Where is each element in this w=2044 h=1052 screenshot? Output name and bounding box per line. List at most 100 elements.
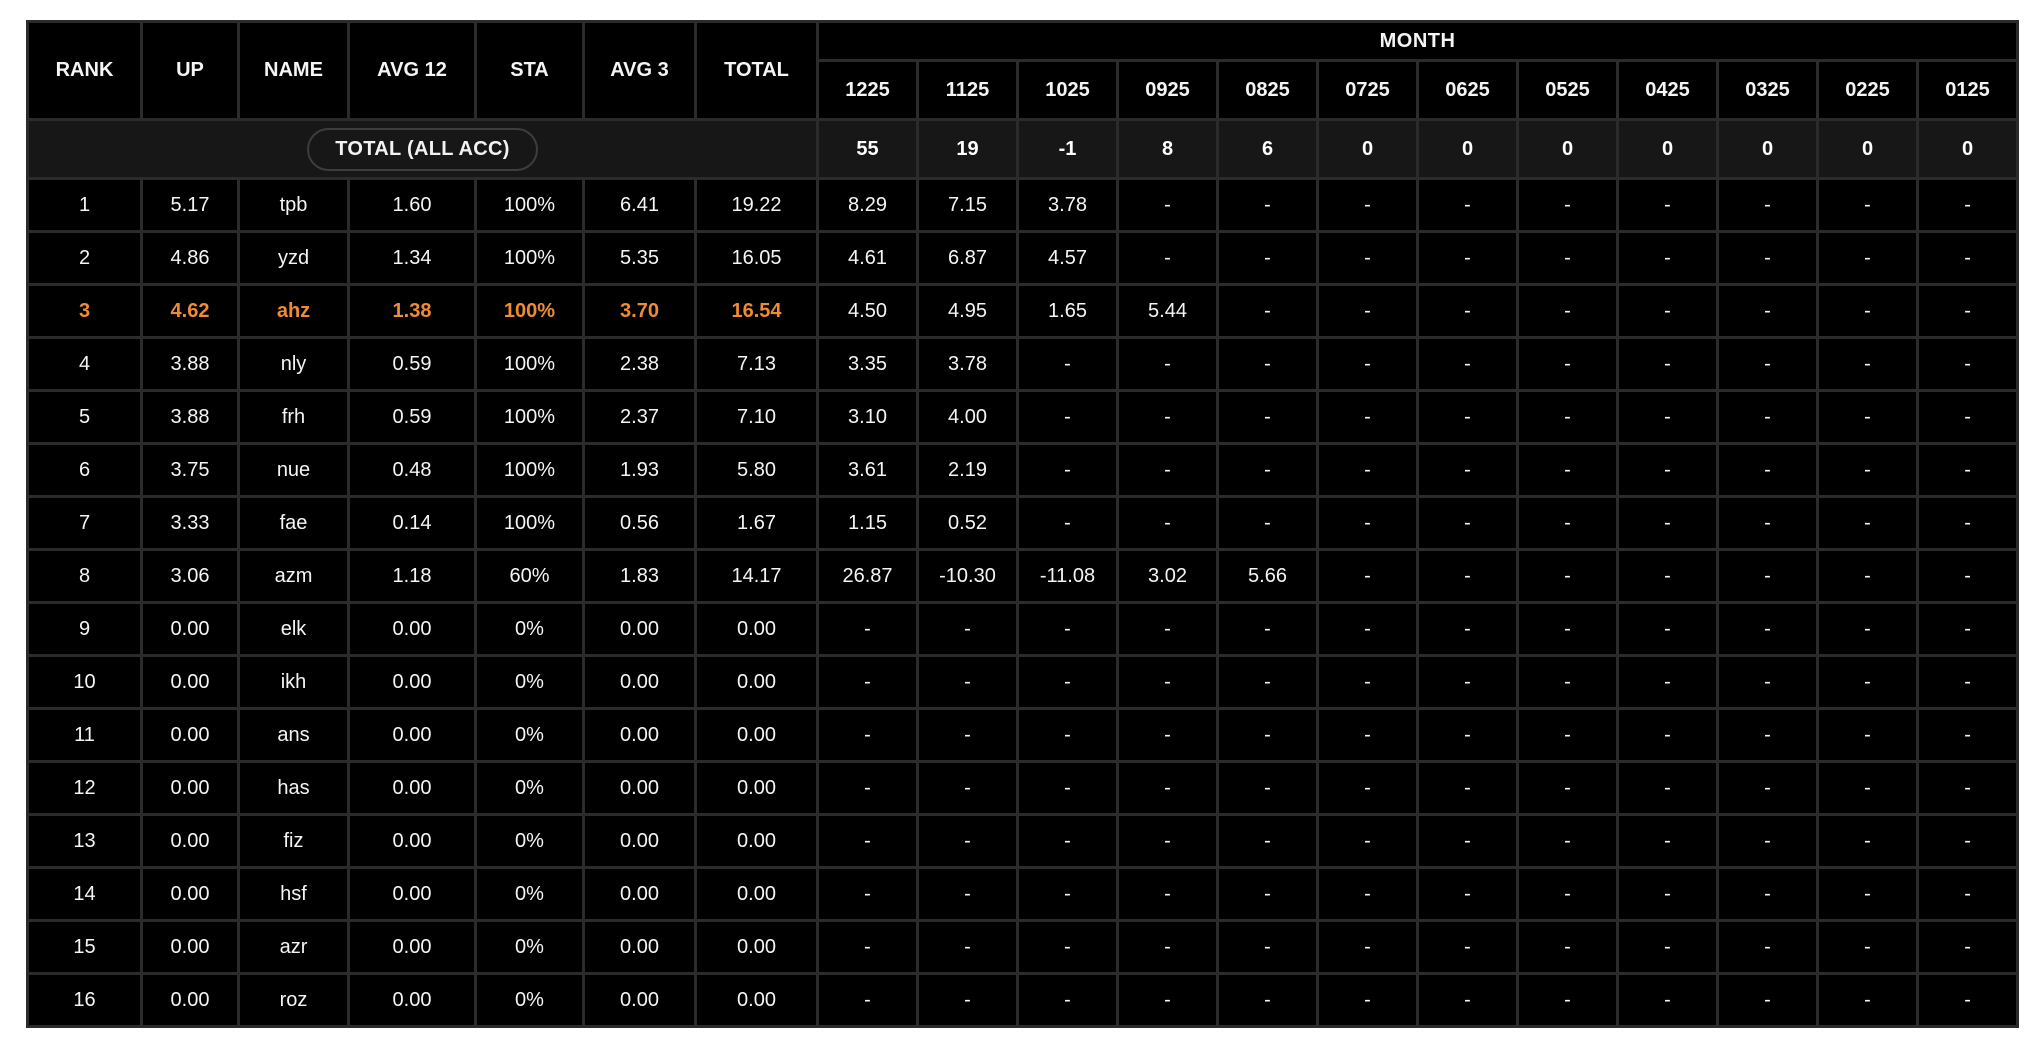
avg12-cell: 1.34 (347, 230, 477, 286)
month-value-cell: - (1516, 177, 1619, 233)
month-value-cell: - (1915, 760, 2020, 816)
table-row: 1 5.17 tpb 1.60 100% 6.41 19.22 8.29 7.15 3.78- - -… (26, 177, 2020, 233)
month-value-cell: - (1516, 283, 1619, 339)
month-value-cell: - (816, 866, 919, 922)
avg3-cell: 0.00 (582, 972, 697, 1028)
total-cell: 16.05 (694, 230, 819, 286)
month-value-cell: - (1216, 336, 1319, 392)
total-month-value: -1 (1016, 118, 1119, 180)
month-value-cell: - (1316, 336, 1419, 392)
total-cell: 0.00 (694, 760, 819, 816)
month-value-cell: - (1416, 601, 1519, 657)
rank-cell: 10 (26, 654, 143, 710)
month-value-cell: - (1915, 389, 2020, 445)
up-cell: 0.00 (140, 866, 240, 922)
month-value-cell: - (1915, 919, 2020, 975)
group-header-row: RANK UP NAME AVG 12 STA AVG 3 TOTAL MONT… (26, 20, 2020, 121)
month-value-cell: - (1016, 495, 1119, 551)
table-row: 12 0.00 has 0.00 0% 0.00 0.00- - - - - - - - - - - - (26, 760, 2020, 816)
month-value-cell: 5.66 (1216, 548, 1319, 604)
month-value-cell: - (1316, 548, 1419, 604)
month-value-cell: - (1816, 442, 1919, 498)
month-value-cell: - (1616, 442, 1719, 498)
total-month-value: 6 (1216, 118, 1319, 180)
month-value-cell: - (1116, 707, 1219, 763)
month-value-cell: 3.61 (816, 442, 919, 498)
month-value-cell: - (1915, 654, 2020, 710)
month-value-cell: - (1516, 389, 1619, 445)
avg12-cell: 0.48 (347, 442, 477, 498)
month-value-cell: - (816, 972, 919, 1028)
rank-cell: 2 (26, 230, 143, 286)
month-value-cell: - (1716, 813, 1819, 869)
total-cell: 0.00 (694, 866, 819, 922)
month-value-cell: - (1516, 919, 1619, 975)
month-value-cell: - (1016, 813, 1119, 869)
up-cell: 3.88 (140, 389, 240, 445)
month-value-cell: - (1816, 813, 1919, 869)
month-value-cell: - (1416, 336, 1519, 392)
name-cell: nly (237, 336, 350, 392)
month-value-cell: 4.00 (916, 389, 1019, 445)
month-value-cell: - (816, 760, 919, 816)
month-value-cell: - (1516, 654, 1619, 710)
month-value-cell: - (1716, 389, 1819, 445)
month-value-cell: - (1816, 495, 1919, 551)
up-cell: 4.62 (140, 283, 240, 339)
month-value-cell: - (1316, 760, 1419, 816)
month-value-cell: - (1616, 495, 1719, 551)
table-header: RANK UP NAME AVG 12 STA AVG 3 TOTAL MONT… (26, 20, 2020, 121)
month-value-cell: - (1716, 972, 1819, 1028)
avg3-cell: 3.70 (582, 283, 697, 339)
table-row: 16 0.00 roz 0.00 0% 0.00 0.00- - - - - - - - - - - - (26, 972, 2020, 1028)
column-header-name: NAME (237, 20, 350, 121)
up-cell: 0.00 (140, 972, 240, 1028)
total-cell: 0.00 (694, 707, 819, 763)
month-value-cell: - (1616, 707, 1719, 763)
total-all-acc-row: TOTAL (ALL ACC) 55 19 -1 8 6 0 0 0 0 0 0 0 (26, 118, 2020, 180)
rank-cell: 11 (26, 707, 143, 763)
avg3-cell: 2.37 (582, 389, 697, 445)
month-column-header-0925: 0925 (1116, 59, 1219, 121)
up-cell: 0.00 (140, 654, 240, 710)
total-pill-cell: TOTAL (ALL ACC) (26, 118, 819, 180)
month-value-cell: - (1816, 177, 1919, 233)
month-value-cell: - (1316, 442, 1419, 498)
total-cell: 0.00 (694, 654, 819, 710)
month-value-cell: - (816, 813, 919, 869)
month-value-cell: - (1816, 230, 1919, 286)
total-cell: 19.22 (694, 177, 819, 233)
month-value-cell: - (1915, 813, 2020, 869)
name-cell: nue (237, 442, 350, 498)
month-value-cell: - (1416, 760, 1519, 816)
month-value-cell: - (1416, 654, 1519, 710)
month-value-cell: - (1216, 442, 1319, 498)
month-value-cell: - (1915, 283, 2020, 339)
month-value-cell: - (1616, 972, 1719, 1028)
total-month-value: 0 (1716, 118, 1819, 180)
month-value-cell: - (1116, 654, 1219, 710)
month-value-cell: 7.15 (916, 177, 1019, 233)
month-group-header: MONTH (815, 20, 2020, 62)
month-value-cell: - (1816, 654, 1919, 710)
sta-cell: 0% (474, 919, 585, 975)
avg3-cell: 0.00 (582, 760, 697, 816)
month-value-cell: - (1316, 389, 1419, 445)
month-value-cell: - (1816, 919, 1919, 975)
name-cell: azm (237, 548, 350, 604)
total-cell: 14.17 (694, 548, 819, 604)
month-value-cell: - (1316, 601, 1419, 657)
name-cell: ans (237, 707, 350, 763)
avg3-cell: 0.00 (582, 919, 697, 975)
month-column-header-0125: 0125 (1915, 59, 2020, 121)
month-value-cell: - (1616, 177, 1719, 233)
month-value-cell: - (1016, 707, 1119, 763)
month-value-cell: - (1816, 972, 1919, 1028)
avg12-cell: 0.00 (347, 813, 477, 869)
sta-cell: 100% (474, 177, 585, 233)
month-value-cell: - (1516, 760, 1619, 816)
name-cell: elk (237, 601, 350, 657)
month-value-cell: 0.52 (916, 495, 1019, 551)
month-value-cell: - (1516, 336, 1619, 392)
